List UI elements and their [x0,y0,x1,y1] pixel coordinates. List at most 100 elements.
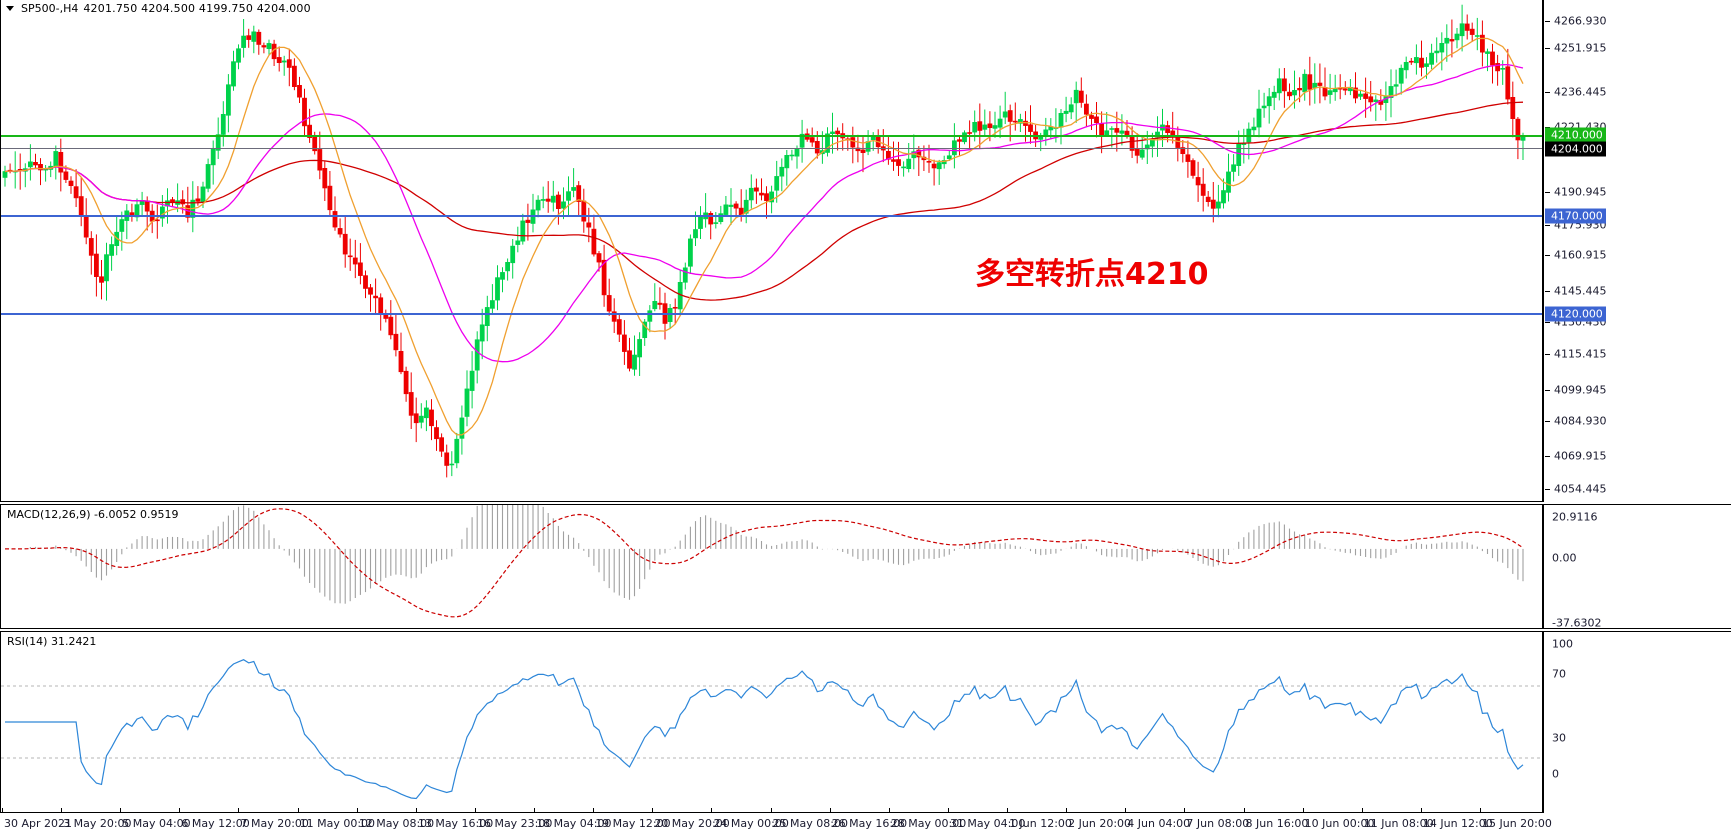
price-axis-tick: 4084.930 [1544,415,1607,428]
price-level-tag[interactable]: 4210.000 [1545,127,1606,143]
time-axis-tick-label: 28 May 00:00 [890,817,967,830]
time-axis-tick-label: 6 May 12:00 [181,817,250,830]
price-axis-tick: 4266.930 [1544,15,1607,28]
rsi-series-svg [1,659,1542,800]
price-level-line-4120 [1,313,1542,315]
time-axis-tick-mark [238,808,240,813]
macd-panel[interactable]: MACD(12,26,9) -6.0052 0.9519 [0,504,1543,629]
axis-tick-mark [1545,224,1550,226]
rsi-axis-tick-label: 0 [1552,767,1559,781]
macd-axis-tick-label: 20.9116 [1552,510,1598,524]
chevron-down-icon[interactable] [6,6,14,11]
macd-canvas[interactable] [1,505,1542,628]
macd-axis-tick-label: -37.6302 [1552,616,1602,630]
macd-axis-scale: 20.9116 0.00 -37.6302 [1543,504,1731,630]
time-axis-tick-mark [1480,808,1481,813]
macd-series-svg [5,505,1524,618]
time-axis-tick-label: 7 May 20:00 [240,817,309,830]
price-level-tag[interactable]: 4120.000 [1545,306,1606,322]
price-axis-tick: 4251.915 [1544,42,1607,55]
rsi-axis-scale: 100 70 30 0 [1543,631,1731,813]
price-chart-canvas[interactable] [1,0,1542,501]
axis-tick-mark [1545,455,1550,457]
time-axis-tick-label: 2 Jun 20:00 [1068,817,1132,830]
axis-tick-mark [1545,488,1550,490]
rsi-panel[interactable]: RSI(14) 31.2421 [0,631,1543,813]
time-axis-tick-mark [1361,808,1363,813]
price-axis-tick: 4054.445 [1544,483,1607,496]
time-axis-tick-mark [1243,808,1245,813]
price-level-tag[interactable]: 4204.000 [1545,141,1606,157]
price-axis-tick: 4099.945 [1544,384,1607,397]
rsi-axis-tick-label: 30 [1552,731,1566,745]
macd-label: MACD(12,26,9) -6.0052 0.9519 [7,508,179,521]
chart-annotation-text: 多空转折点4210 [975,257,1209,292]
price-axis-tick-label: 4115.415 [1554,347,1607,361]
time-axis-tick-label: 25 May 08:00 [772,817,848,830]
time-axis-tick-mark [652,808,654,813]
axis-tick-mark [1545,290,1550,292]
time-axis-tick-mark [415,808,417,813]
time-axis-tick-label: 13 May 16:00 [417,817,494,830]
axis-tick-mark [1545,321,1550,323]
time-axis-tick-mark [1066,808,1068,813]
time-axis-tick-mark [1007,808,1009,813]
rsi-axis-tick-label: 100 [1552,637,1573,651]
time-axis-tick-label: 10 Jun 00:00 [1304,817,1375,830]
time-axis-tick-label: 11 May 00:00 [299,817,376,830]
time-axis-tick-mark [297,808,299,813]
time-axis-tick-mark [888,808,890,813]
axis-tick-mark [1545,91,1550,93]
time-axis-tick-label: 19 May 12:00 [595,817,671,830]
price-axis-tick: 4069.915 [1544,450,1607,463]
time-axis-tick-mark [2,808,3,813]
price-level-line-4170 [1,215,1542,217]
price-level-line-4204 [1,148,1542,149]
time-axis-tick-label: 3 May 20:00 [63,817,132,830]
time-axis-tick-mark [1420,808,1422,813]
price-axis-scale[interactable]: 4266.9304251.9154236.4454221.4304190.945… [1543,0,1731,502]
axis-tick-mark [1545,191,1550,193]
price-axis-tick: 4115.415 [1544,348,1607,361]
time-axis-tick-label: 20 May 20:00 [654,817,730,830]
time-axis-tick-mark [829,808,831,813]
price-axis-tick-label: 4099.945 [1554,383,1607,397]
axis-tick-mark [1545,126,1550,128]
time-axis-tick-label: 7 Jun 08:00 [1186,817,1250,830]
time-axis-tick-mark [1125,808,1127,813]
axis-tick-mark [1545,254,1550,256]
time-axis-tick-label: 31 May 04:00 [949,817,1026,830]
time-axis-tick-label: 5 May 04:00 [122,817,191,830]
price-series-svg [2,4,1526,478]
time-axis-tick-label: 14 Jun 12:00 [1422,817,1493,830]
ohlc-values: 4201.750 4204.500 4199.750 4204.000 [83,2,311,15]
price-axis-tick-label: 4190.945 [1554,185,1607,199]
axis-tick-mark [1545,389,1550,391]
rsi-label: RSI(14) 31.2421 [7,635,97,648]
macd-axis-tick-label: 0.00 [1552,551,1577,565]
symbol-label: SP500-,H4 [21,2,79,15]
time-axis-tick-mark [474,808,476,813]
time-axis-tick-mark [120,808,122,813]
axis-tick-mark [1545,353,1550,355]
price-chart-panel[interactable]: 多空转折点4210 [0,0,1543,502]
time-axis-tick-label: 18 May 04:00 [536,817,612,830]
price-axis-tick-label: 4054.445 [1554,482,1607,496]
rsi-canvas[interactable] [1,632,1542,812]
time-axis-tick-label: 8 Jun 16:00 [1245,817,1309,830]
axis-tick-mark [1545,47,1550,49]
time-axis-scale[interactable]: 30 Apr 2021 3 May 20:00 5 May 04:00 6 May 1… [0,808,1731,838]
rsi-axis-tick-label: 70 [1552,667,1566,681]
time-axis-tick-mark [593,808,595,813]
time-axis-tick-label: 16 May 23:00 [476,817,553,830]
time-axis-tick-mark [356,808,358,813]
time-axis-tick-mark [770,808,772,813]
symbol-header: SP500-,H4 4201.750 4204.500 4199.750 420… [6,2,311,15]
axis-tick-mark [1545,20,1550,22]
price-level-tag[interactable]: 4170.000 [1545,208,1606,224]
time-axis-tick-label: 26 May 16:00 [831,817,908,830]
time-axis-tick-mark [711,808,713,813]
price-axis-tick-label: 4236.445 [1554,85,1607,99]
price-axis-tick: 4145.445 [1544,285,1607,298]
